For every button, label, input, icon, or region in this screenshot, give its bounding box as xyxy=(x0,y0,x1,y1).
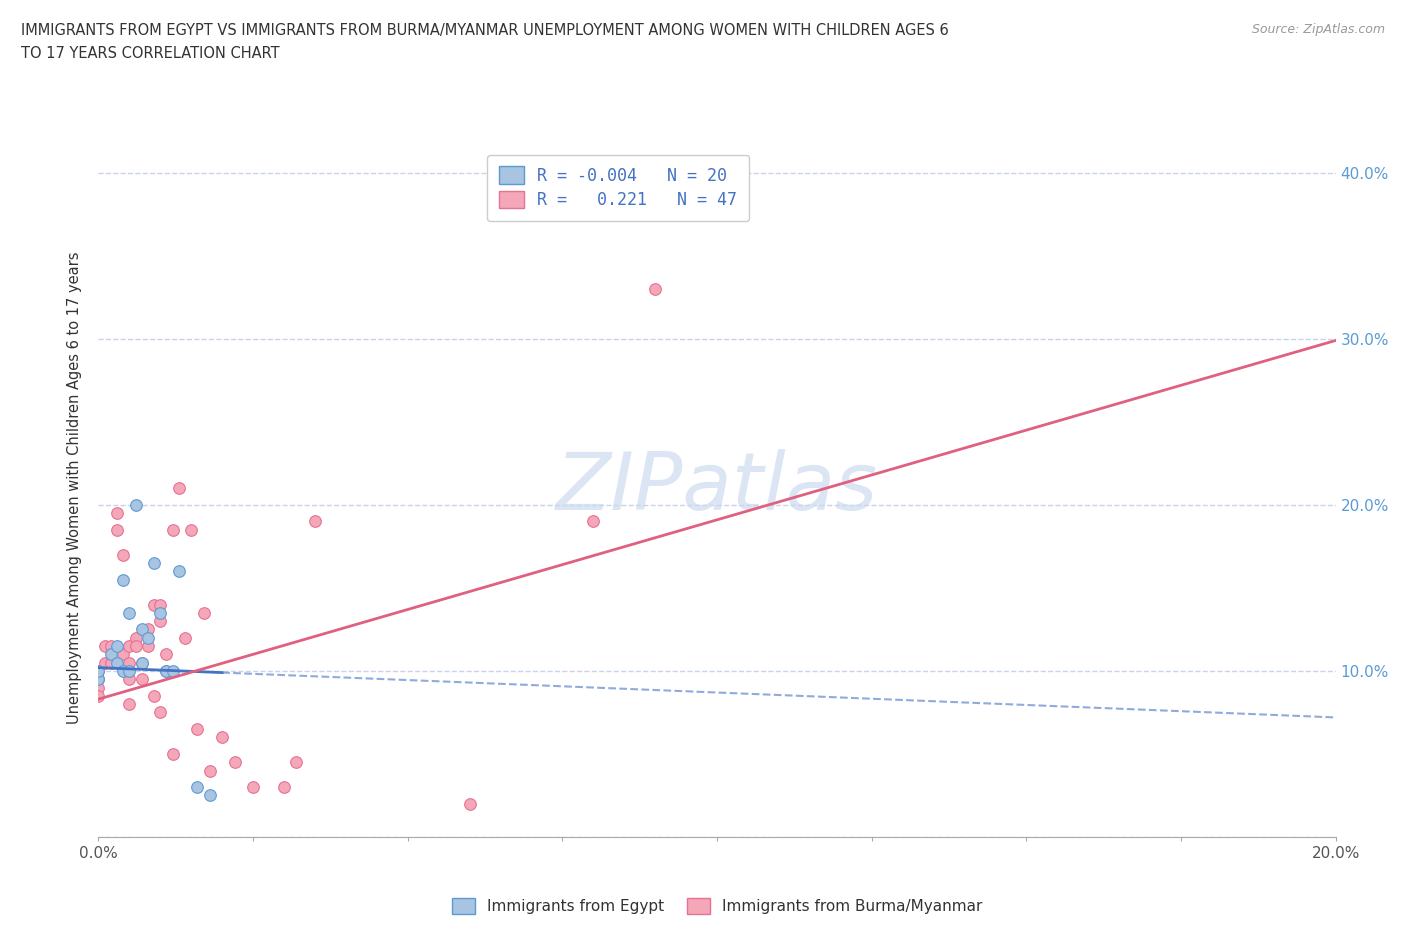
Point xyxy=(93,639,115,654)
Point xyxy=(112,647,135,662)
Point xyxy=(224,755,246,770)
Point xyxy=(143,555,166,570)
Point xyxy=(112,572,135,587)
Text: IMMIGRANTS FROM EGYPT VS IMMIGRANTS FROM BURMA/MYANMAR UNEMPLOYMENT AMONG WOMEN : IMMIGRANTS FROM EGYPT VS IMMIGRANTS FROM… xyxy=(21,23,949,38)
Point xyxy=(100,656,122,671)
Point xyxy=(87,663,110,678)
Point xyxy=(180,523,202,538)
Point xyxy=(136,631,159,645)
Point xyxy=(149,605,172,620)
Point xyxy=(167,481,190,496)
Point xyxy=(105,656,128,671)
Point xyxy=(304,514,326,529)
Point xyxy=(273,779,295,794)
Text: ZIPatlas: ZIPatlas xyxy=(555,449,879,527)
Point xyxy=(105,639,128,654)
Point xyxy=(211,730,233,745)
Text: Source: ZipAtlas.com: Source: ZipAtlas.com xyxy=(1251,23,1385,36)
Legend: Immigrants from Egypt, Immigrants from Burma/Myanmar: Immigrants from Egypt, Immigrants from B… xyxy=(446,892,988,920)
Point xyxy=(93,656,115,671)
Point xyxy=(105,523,128,538)
Point xyxy=(162,663,184,678)
Text: TO 17 YEARS CORRELATION CHART: TO 17 YEARS CORRELATION CHART xyxy=(21,46,280,61)
Point xyxy=(87,671,110,686)
Point xyxy=(131,622,153,637)
Point xyxy=(198,764,221,778)
Point xyxy=(155,647,177,662)
Point xyxy=(118,697,141,711)
Point xyxy=(87,671,110,686)
Point xyxy=(124,631,146,645)
Point xyxy=(458,796,481,811)
Point xyxy=(112,547,135,562)
Point xyxy=(87,688,110,703)
Point xyxy=(155,663,177,678)
Point xyxy=(198,788,221,803)
Point xyxy=(118,663,141,678)
Point xyxy=(582,514,605,529)
Point xyxy=(100,639,122,654)
Point xyxy=(136,622,159,637)
Point xyxy=(186,722,208,737)
Point xyxy=(143,688,166,703)
Point xyxy=(118,656,141,671)
Point xyxy=(87,671,110,686)
Point xyxy=(131,656,153,671)
Point xyxy=(143,597,166,612)
Point xyxy=(167,564,190,578)
Point xyxy=(149,597,172,612)
Point xyxy=(155,663,177,678)
Point xyxy=(124,639,146,654)
Point xyxy=(174,631,197,645)
Point xyxy=(162,523,184,538)
Point xyxy=(131,656,153,671)
Point xyxy=(105,506,128,521)
Point xyxy=(162,747,184,762)
Point xyxy=(100,647,122,662)
Point xyxy=(149,705,172,720)
Y-axis label: Unemployment Among Women with Children Ages 6 to 17 years: Unemployment Among Women with Children A… xyxy=(67,252,83,724)
Point xyxy=(193,605,215,620)
Point xyxy=(186,779,208,794)
Point xyxy=(285,755,308,770)
Point xyxy=(118,639,141,654)
Point xyxy=(118,605,141,620)
Point xyxy=(242,779,264,794)
Point xyxy=(149,614,172,629)
Point xyxy=(87,680,110,695)
Point xyxy=(124,498,146,512)
Point xyxy=(644,282,666,297)
Point xyxy=(131,671,153,686)
Point xyxy=(112,663,135,678)
Point xyxy=(136,639,159,654)
Point xyxy=(87,663,110,678)
Point xyxy=(118,671,141,686)
